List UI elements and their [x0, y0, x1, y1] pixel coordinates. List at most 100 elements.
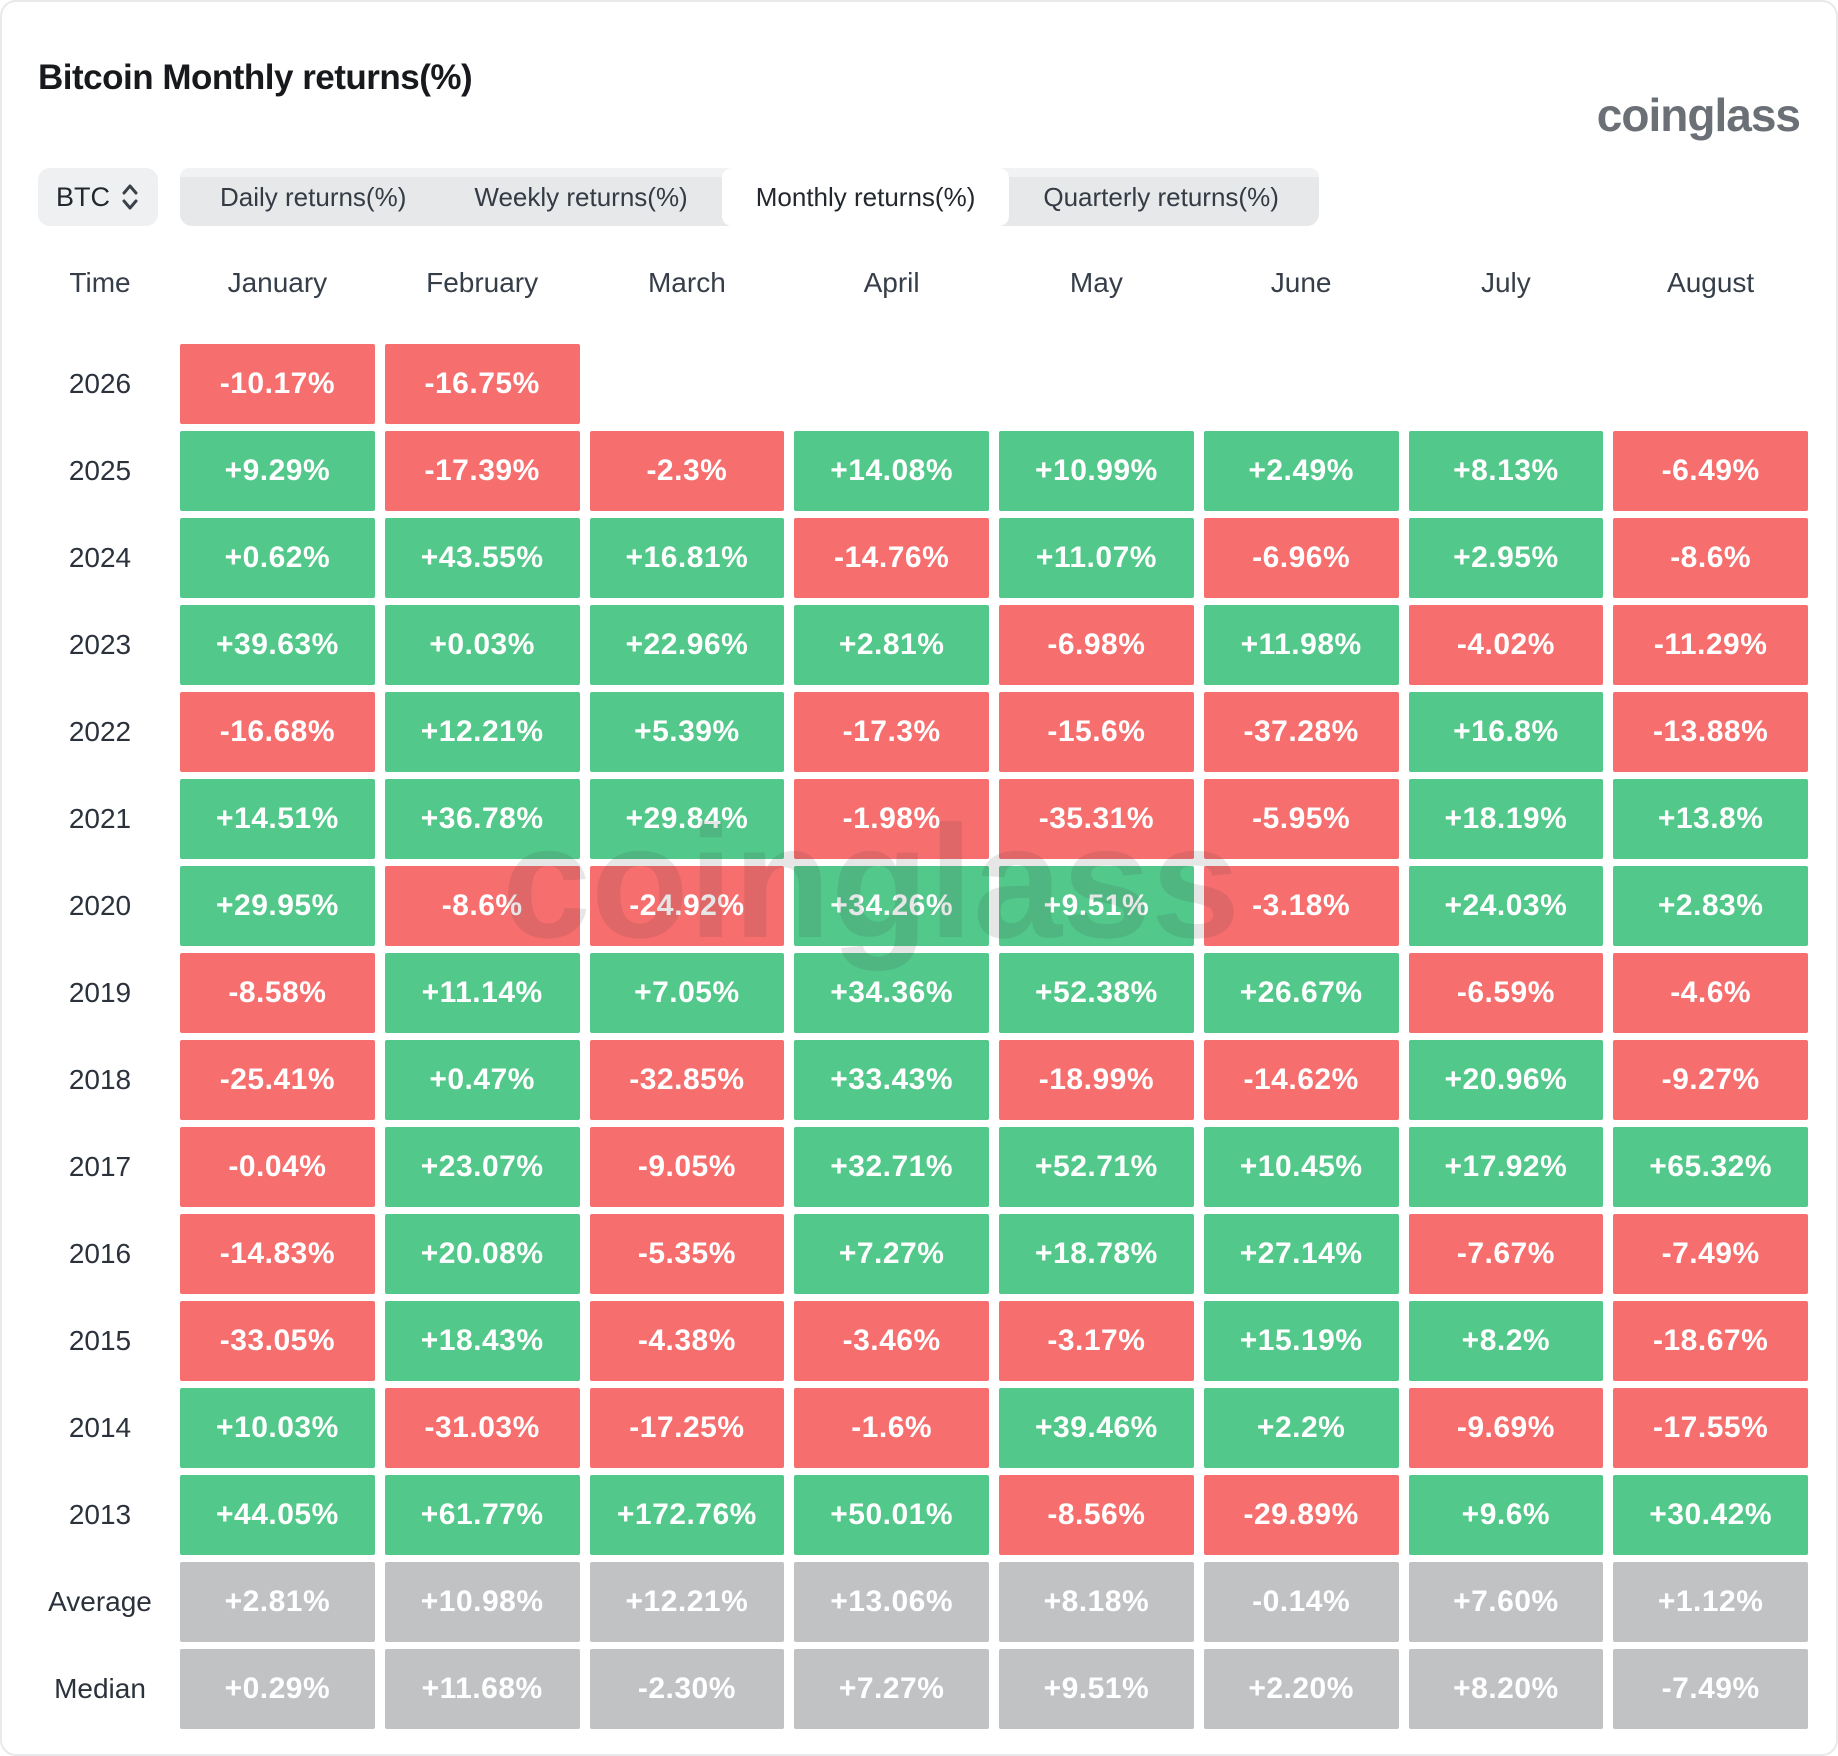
return-cell: +2.49%	[1203, 431, 1399, 511]
return-cell: -14.83%	[180, 1214, 375, 1294]
return-cell: -31.03%	[384, 1388, 580, 1468]
row-label: 2018	[68, 1064, 132, 1095]
return-cell: +12.21%	[384, 692, 580, 772]
return-cell: -17.25%	[589, 1388, 785, 1468]
return-cell: +11.14%	[384, 953, 580, 1033]
column-header: April	[863, 267, 920, 298]
return-cell: +52.71%	[999, 1127, 1194, 1207]
tab-quarterly-returns[interactable]: Quarterly returns(%)	[1009, 168, 1313, 226]
return-cell: +27.14%	[1203, 1214, 1399, 1294]
return-cell: -16.68%	[180, 692, 375, 772]
column-header: August	[1667, 267, 1755, 298]
select-arrows-icon	[122, 184, 138, 210]
return-cell: -17.55%	[1613, 1388, 1808, 1468]
return-cell	[590, 344, 785, 424]
return-cell: +29.95%	[180, 866, 375, 946]
tab-weekly-returns[interactable]: Weekly returns(%)	[440, 168, 721, 226]
month-header-row: Time January February March April May June July…	[30, 252, 1808, 314]
return-cell: -16.75%	[384, 344, 580, 424]
return-cell: -5.35%	[589, 1214, 785, 1294]
return-cell: -6.59%	[1408, 953, 1604, 1033]
return-cell: -33.05%	[180, 1301, 375, 1381]
return-cell: +34.36%	[794, 953, 989, 1033]
return-cell: -29.89%	[1203, 1475, 1399, 1555]
return-cell: +2.95%	[1408, 518, 1604, 598]
return-cell: +32.71%	[794, 1127, 989, 1207]
row-label: 2023	[68, 629, 132, 660]
return-cell: +0.62%	[180, 518, 375, 598]
return-cell: +17.92%	[1408, 1127, 1604, 1207]
tab-daily-returns[interactable]: Daily returns(%)	[186, 168, 440, 226]
return-cell: +36.78%	[384, 779, 580, 859]
row-label: 2020	[68, 890, 132, 921]
return-cell: +20.08%	[384, 1214, 580, 1294]
row-label: 2025	[68, 455, 132, 486]
return-cell: +0.03%	[384, 605, 580, 685]
return-cell: +8.18%	[999, 1562, 1194, 1642]
return-cell: +172.76%	[589, 1475, 785, 1555]
return-cell: +5.39%	[589, 692, 785, 772]
return-cell: -11.29%	[1613, 605, 1808, 685]
return-cell: -14.76%	[794, 518, 989, 598]
column-header: January	[227, 267, 328, 298]
return-cell: +18.43%	[384, 1301, 580, 1381]
return-cell: -9.69%	[1408, 1388, 1604, 1468]
return-cell: -25.41%	[180, 1040, 375, 1120]
return-cell: +65.32%	[1613, 1127, 1808, 1207]
return-cell: +16.81%	[589, 518, 785, 598]
return-cell: -18.67%	[1613, 1301, 1808, 1381]
return-cell: +8.20%	[1408, 1649, 1604, 1729]
row-label: 2015	[68, 1325, 132, 1356]
return-cell: +7.60%	[1408, 1562, 1604, 1642]
return-cell: -24.92%	[589, 866, 785, 946]
return-cell: -7.49%	[1613, 1214, 1808, 1294]
return-cell: +29.84%	[589, 779, 785, 859]
return-cell: +2.20%	[1203, 1649, 1399, 1729]
return-cell	[1409, 344, 1604, 424]
return-cell: +7.27%	[794, 1214, 989, 1294]
return-cell: +1.12%	[1613, 1562, 1808, 1642]
symbol-select[interactable]: BTC	[38, 168, 158, 226]
return-cell: -10.17%	[180, 344, 375, 424]
tab-monthly-returns[interactable]: Monthly returns(%)	[721, 168, 1010, 226]
return-cell: -18.99%	[999, 1040, 1194, 1120]
return-cell: +9.51%	[999, 866, 1194, 946]
row-label: Average	[48, 1586, 152, 1617]
return-cell: +16.8%	[1408, 692, 1604, 772]
return-cell: +9.29%	[180, 431, 375, 511]
return-cell: -32.85%	[589, 1040, 785, 1120]
return-cell: +23.07%	[384, 1127, 580, 1207]
return-cell: -1.98%	[794, 779, 989, 859]
return-cell: +43.55%	[384, 518, 580, 598]
brand-logo[interactable]: coinglass	[1596, 89, 1801, 141]
controls-row: BTC Daily returns(%) Weekly returns(%) M…	[38, 168, 1808, 226]
return-cell: +18.78%	[999, 1214, 1194, 1294]
return-cell: -4.38%	[589, 1301, 785, 1381]
row-label: Median	[54, 1673, 146, 1704]
return-cell: +20.96%	[1408, 1040, 1604, 1120]
tab-bar: Daily returns(%) Weekly returns(%) Month…	[180, 168, 1319, 226]
row-label: 2019	[68, 977, 132, 1008]
return-cell: -17.39%	[384, 431, 580, 511]
return-cell: -6.98%	[999, 605, 1194, 685]
return-cell: +14.08%	[794, 431, 989, 511]
return-cell: -8.56%	[999, 1475, 1194, 1555]
return-cell: +14.51%	[180, 779, 375, 859]
return-cell: +18.19%	[1408, 779, 1604, 859]
return-cell: +11.68%	[384, 1649, 580, 1729]
return-cell: +24.03%	[1408, 866, 1604, 946]
return-cell: +7.27%	[794, 1649, 989, 1729]
returns-grid: 2026 -10.17% -16.75% 2025 +9.29% -17.39% -2.3%…	[30, 344, 1808, 1729]
return-cell: -14.62%	[1203, 1040, 1399, 1120]
return-cell: -2.30%	[589, 1649, 785, 1729]
row-label: 2021	[68, 803, 132, 834]
return-cell: +2.81%	[180, 1562, 375, 1642]
return-cell: -8.6%	[384, 866, 580, 946]
return-cell: +10.03%	[180, 1388, 375, 1468]
column-header: July	[1480, 267, 1531, 298]
return-cell: +8.2%	[1408, 1301, 1604, 1381]
return-cell: -4.6%	[1613, 953, 1808, 1033]
return-cell	[1613, 344, 1808, 424]
return-cell: -0.04%	[180, 1127, 375, 1207]
return-cell: -4.02%	[1408, 605, 1604, 685]
